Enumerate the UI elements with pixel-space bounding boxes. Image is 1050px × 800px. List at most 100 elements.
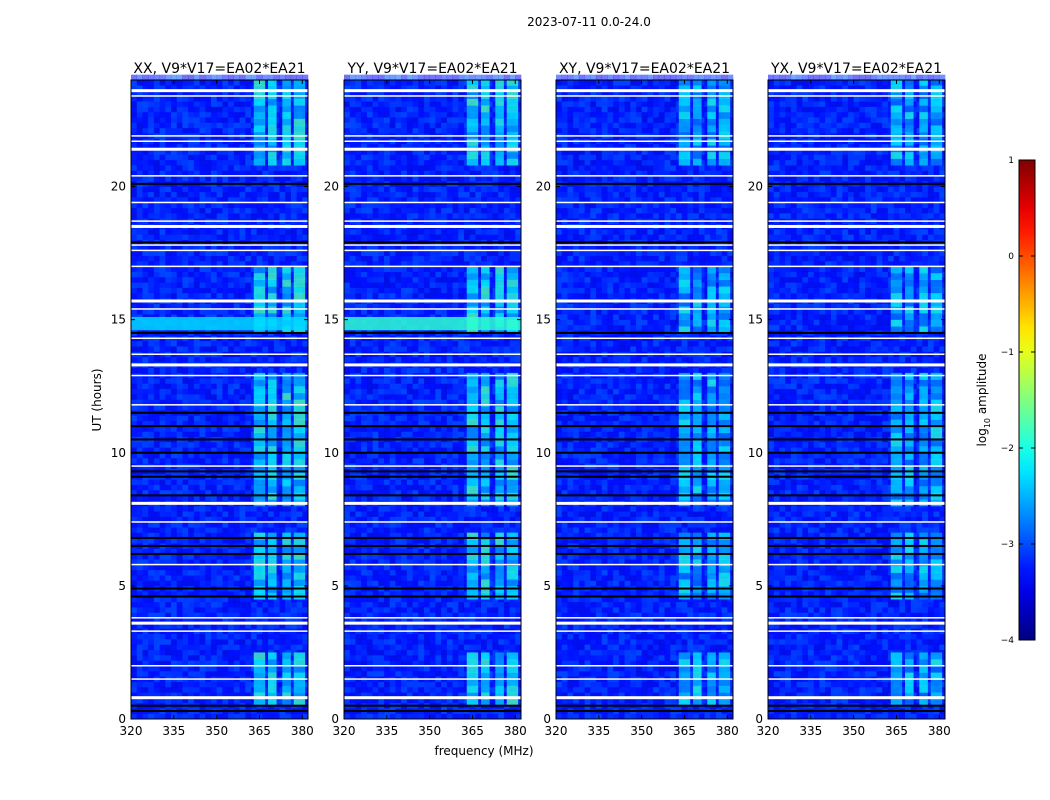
- heatmap-cell: [239, 202, 246, 209]
- heatmap-cell: [239, 399, 246, 406]
- rfi-cell: [282, 85, 291, 93]
- heatmap-cell: [441, 633, 448, 640]
- heatmap-cell: [423, 639, 430, 645]
- heatmap-cell: [148, 229, 155, 235]
- heatmap-cell: [262, 644, 269, 651]
- heatmap-cell: [296, 165, 303, 171]
- heatmap-cell: [165, 159, 172, 166]
- heatmap-cell: [216, 245, 223, 251]
- heatmap-cell: [239, 74, 246, 81]
- heatmap-cell: [250, 234, 257, 241]
- heatmap-cell: [136, 527, 143, 533]
- heatmap-cell: [279, 617, 286, 624]
- heatmap-cell: [302, 213, 309, 219]
- rfi-cell: [282, 386, 291, 394]
- heatmap-cell: [170, 490, 177, 496]
- heatmap-cell: [131, 420, 138, 427]
- heatmap-cell: [245, 591, 252, 597]
- heatmap-cell: [228, 271, 235, 278]
- heatmap-cell: [188, 250, 195, 257]
- heatmap-cell: [165, 665, 172, 672]
- heatmap-cell: [429, 564, 436, 571]
- heatmap-cell: [210, 617, 217, 624]
- heatmap-cell: [423, 644, 430, 651]
- heatmap-cell: [262, 452, 269, 459]
- heatmap-cell: [188, 521, 195, 528]
- heatmap-cell: [136, 607, 143, 613]
- heatmap-cell: [435, 665, 442, 672]
- heatmap-cell: [290, 255, 297, 262]
- heatmap-cell: [216, 80, 223, 86]
- heatmap-cell: [205, 101, 212, 107]
- heatmap-cell: [210, 111, 217, 118]
- heatmap-cell: [441, 644, 448, 651]
- heatmap-cell: [469, 633, 476, 640]
- heatmap-cell: [344, 660, 351, 667]
- heatmap-cell: [423, 655, 430, 661]
- heatmap-cell: [188, 495, 195, 501]
- heatmap-cell: [176, 388, 183, 395]
- heatmap-cell: [216, 197, 223, 203]
- heatmap-cell: [239, 250, 246, 257]
- heatmap-cell: [222, 245, 229, 251]
- heatmap-cell: [182, 548, 189, 555]
- rfi-cell: [253, 312, 266, 320]
- heatmap-cell: [233, 537, 240, 544]
- heatmap-cell: [361, 697, 368, 704]
- heatmap-cell: [193, 575, 200, 581]
- rfi-cell: [253, 479, 266, 487]
- heatmap-cell: [285, 516, 292, 523]
- heatmap-cell: [228, 511, 235, 517]
- heatmap-cell: [302, 245, 309, 251]
- heatmap-cell: [262, 617, 269, 624]
- rfi-cell: [268, 379, 277, 387]
- heatmap-cell: [245, 681, 252, 688]
- heatmap-cell: [193, 165, 200, 171]
- heatmap-cell: [233, 697, 240, 704]
- heatmap-cell: [136, 564, 143, 571]
- heatmap-cell: [262, 527, 269, 533]
- heatmap-cell: [302, 367, 309, 374]
- heatmap-cell: [216, 186, 223, 193]
- heatmap-cell: [285, 261, 292, 267]
- heatmap-cell: [153, 495, 160, 501]
- heatmap-cell: [216, 692, 223, 698]
- heatmap-cell: [165, 191, 172, 198]
- heatmap-cell: [199, 245, 206, 251]
- heatmap-cell: [423, 665, 430, 672]
- heatmap-cell: [216, 191, 223, 198]
- heatmap-cell: [182, 229, 189, 235]
- rfi-cell: [253, 273, 266, 280]
- heatmap-cell: [458, 697, 465, 704]
- heatmap-cell: [378, 655, 385, 661]
- heatmap-cell: [296, 250, 303, 257]
- heatmap-cell: [406, 633, 413, 640]
- heatmap-cell: [222, 687, 229, 693]
- heatmap-cell: [383, 655, 390, 661]
- heatmap-cell: [355, 665, 362, 672]
- heatmap-cell: [136, 639, 143, 645]
- heatmap-cell: [216, 697, 223, 704]
- heatmap-cell: [199, 623, 206, 629]
- heatmap-cell: [228, 282, 235, 288]
- heatmap-cell: [165, 596, 172, 603]
- heatmap-cell: [262, 101, 269, 107]
- heatmap-cell: [148, 95, 155, 102]
- heatmap-cell: [412, 607, 419, 613]
- heatmap-cell: [165, 569, 172, 576]
- heatmap-cell: [273, 506, 280, 512]
- heatmap-cell: [446, 591, 453, 597]
- heatmap-cell: [210, 591, 217, 597]
- heatmap-cell: [153, 511, 160, 517]
- heatmap-cell: [182, 516, 189, 523]
- heatmap-cell: [233, 569, 240, 576]
- heatmap-cell: [412, 687, 419, 693]
- heatmap-cell: [159, 282, 166, 288]
- rfi-cell: [253, 138, 266, 146]
- heatmap-cell: [148, 261, 155, 267]
- heatmap-cell: [279, 245, 286, 251]
- heatmap-cell: [210, 356, 217, 363]
- heatmap-cell: [273, 282, 280, 288]
- heatmap-cell: [355, 681, 362, 688]
- heatmap-cell: [429, 692, 436, 698]
